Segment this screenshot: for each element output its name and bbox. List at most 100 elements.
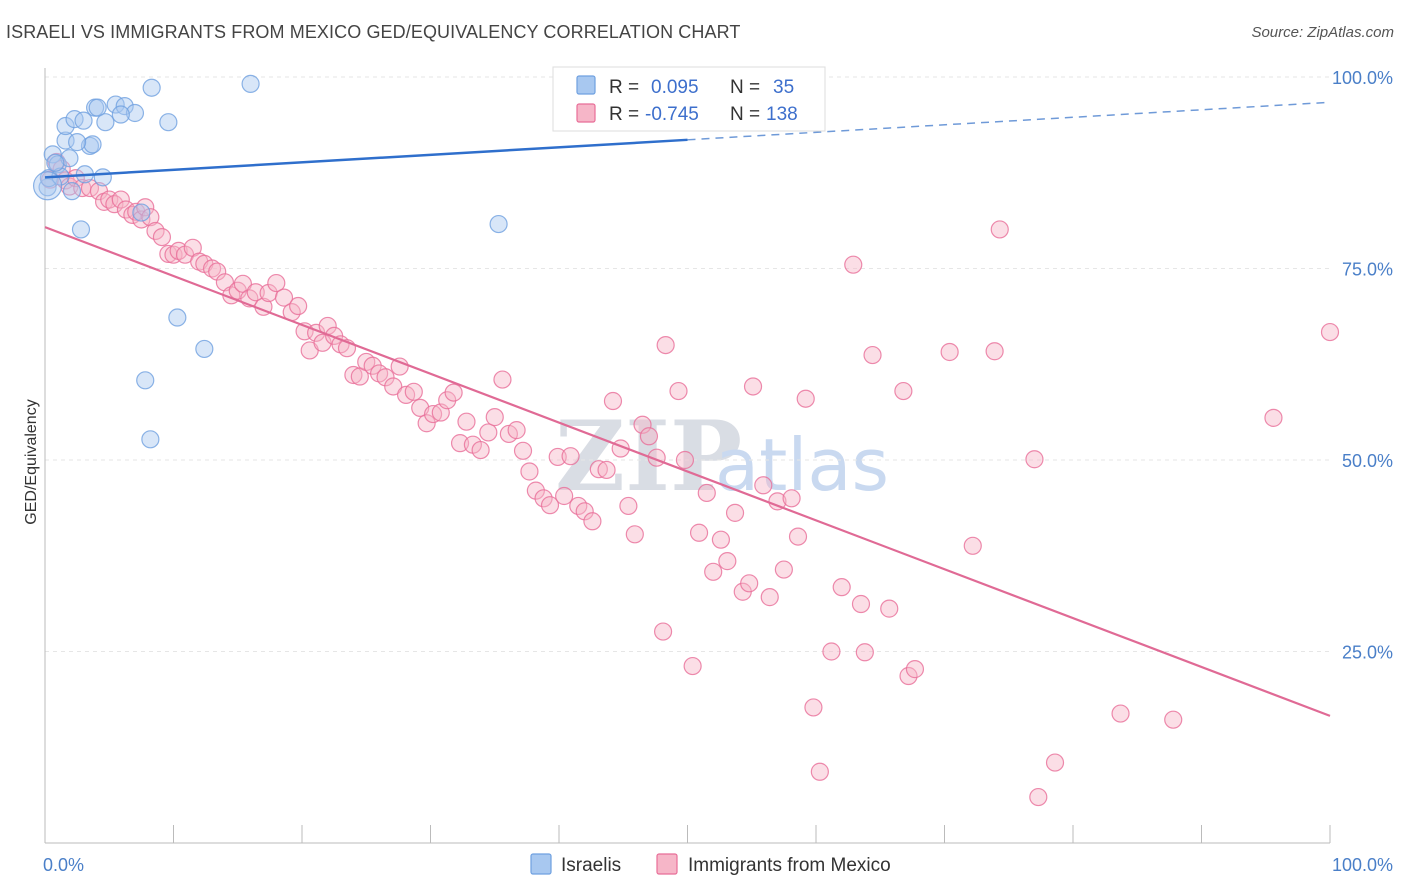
point-israelis [74, 111, 93, 130]
legend-bottom-swatch-immigrants [656, 853, 678, 875]
legend-n-value: 35 [773, 77, 794, 98]
watermark-atlas: atlas [715, 423, 889, 507]
point-immigrants [633, 415, 652, 434]
series-israelis-points [32, 71, 634, 449]
point-immigrants [548, 447, 567, 467]
point-immigrants [540, 496, 560, 515]
point-israelis [56, 131, 75, 150]
point-israelis [56, 116, 75, 136]
point-immigrants [1264, 408, 1283, 427]
point-immigrants [725, 503, 745, 522]
point-immigrants [152, 227, 172, 247]
point-israelis [136, 371, 155, 390]
point-immigrants [417, 414, 436, 433]
point-immigrants [1029, 787, 1048, 807]
point-immigrants [754, 476, 773, 495]
legend-swatch-immigrants [576, 103, 596, 123]
point-israelis [125, 103, 145, 123]
point-immigrants [575, 502, 594, 521]
point-immigrants [444, 383, 463, 402]
point-israelis [83, 135, 102, 154]
point-immigrants [619, 496, 638, 516]
point-israelis [489, 214, 508, 234]
gridlines [45, 76, 1330, 652]
point-immigrants [863, 345, 882, 365]
point-immigrants [313, 333, 332, 352]
point-immigrants [669, 381, 688, 401]
chart-title: ISRAELI VS IMMIGRANTS FROM MEXICO GED/EQ… [6, 22, 741, 42]
point-israelis [65, 110, 84, 129]
point-immigrants [479, 423, 498, 442]
point-immigrants [526, 481, 545, 500]
legend-r-value: 0.095 [651, 77, 699, 98]
trend-line-immigrants [44, 226, 1331, 717]
point-israelis [168, 308, 187, 327]
point-immigrants [990, 220, 1009, 239]
point-immigrants [963, 536, 982, 555]
point-immigrants [899, 666, 918, 686]
point-immigrants [894, 381, 913, 401]
chart-source: Source: ZipAtlas.com [1251, 24, 1394, 41]
trend-lines [44, 101, 1331, 717]
point-israelis [68, 133, 87, 152]
legend-bottom: Israelis Immigrants from Mexico [530, 853, 891, 876]
point-immigrants [810, 762, 829, 781]
point-immigrants [1111, 704, 1130, 723]
point-immigrants [274, 288, 294, 307]
point-israelis [111, 105, 130, 124]
trend-line-israelis-dashed [687, 101, 1331, 141]
point-immigrants [376, 368, 395, 387]
legend-n-label: N = [730, 77, 760, 98]
point-immigrants [111, 190, 130, 209]
point-israelis [62, 182, 82, 201]
legend-bottom-label-israelis: Israelis [561, 855, 621, 876]
point-immigrants [1025, 450, 1044, 469]
point-immigrants [880, 599, 899, 618]
legend-r-value: -0.745 [645, 104, 699, 125]
legend-swatch-israelis [576, 75, 596, 95]
y-tick-label: 100.0% [1332, 68, 1393, 88]
point-israelis [46, 153, 65, 172]
point-immigrants [796, 389, 815, 408]
point-immigrants [289, 296, 308, 316]
point-immigrants [1045, 753, 1065, 772]
point-immigrants [675, 450, 695, 470]
point-immigrants [390, 357, 409, 376]
point-immigrants [940, 342, 959, 362]
point-immigrants [1164, 710, 1183, 729]
point-immigrants [851, 594, 871, 614]
point-immigrants [597, 460, 616, 480]
point-immigrants [743, 377, 763, 396]
point-israelis [38, 178, 57, 197]
point-israelis [71, 220, 91, 239]
point-immigrants [822, 642, 841, 661]
point-israelis [115, 97, 134, 116]
point-immigrants [202, 259, 222, 278]
point-immigrants [141, 208, 160, 227]
point-immigrants [457, 412, 476, 431]
point-israelis [142, 78, 161, 97]
point-immigrants [423, 404, 443, 424]
point-immigrants [384, 377, 403, 396]
point-immigrants [625, 525, 644, 544]
point-immigrants [507, 421, 526, 440]
point-immigrants [493, 370, 512, 389]
legend-bottom-swatch-israelis [530, 853, 552, 875]
y-tick-label: 75.0% [1342, 260, 1393, 280]
point-immigrants [844, 255, 863, 274]
point-israelis [159, 113, 178, 132]
legend-n-value: 138 [766, 104, 798, 125]
point-immigrants [555, 486, 574, 506]
point-immigrants [760, 588, 779, 607]
point-immigrants [534, 489, 553, 508]
point-immigrants [985, 342, 1004, 361]
point-israelis [88, 98, 107, 117]
legend-bottom-label-immigrants: Immigrants from Mexico [688, 855, 891, 876]
y-axis-label: GED/Equivalency [23, 399, 40, 524]
point-immigrants [782, 489, 801, 508]
point-immigrants [740, 574, 759, 593]
point-immigrants [1320, 322, 1340, 342]
point-immigrants [471, 440, 490, 460]
y-tick-label: 50.0% [1342, 451, 1393, 471]
